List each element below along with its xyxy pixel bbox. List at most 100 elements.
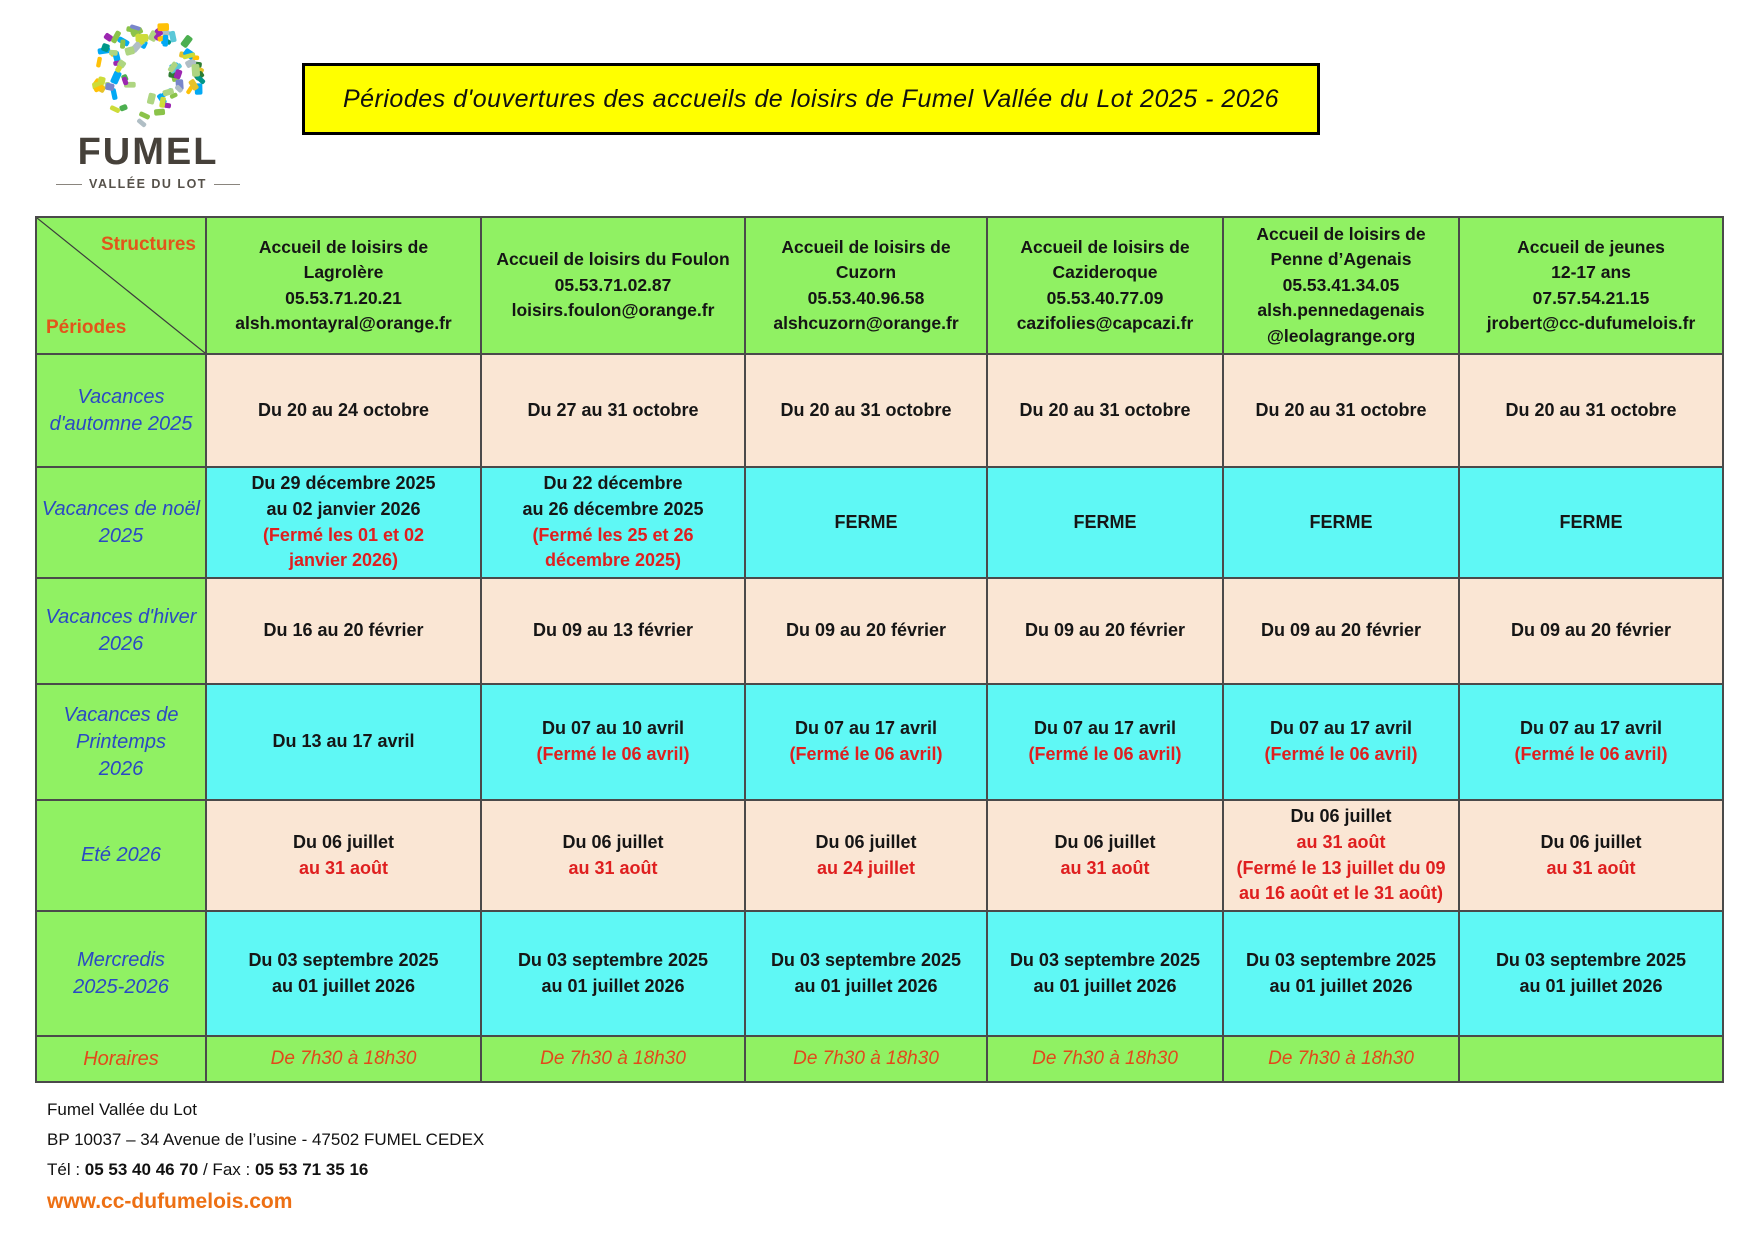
schedule-cell-line: Du 06 juillet [292, 831, 395, 852]
period-row: Vacances d'hiver 2026 Du 16 au 20 février… [35, 577, 1724, 685]
schedule-cell-line: Du 20 au 31 octobre [780, 399, 952, 420]
schedule-cell-line: au 01 juillet 2026 [794, 975, 938, 996]
schedule-cell-r5-c6: Du 06 juillet au 31 août [1458, 799, 1724, 912]
footer-tel-label: Tél : [47, 1160, 81, 1179]
schedule-cell-r6-c6: Du 03 septembre 2025 au 01 juillet 2026 [1458, 910, 1724, 1037]
structure-header-line: Accueil de loisirs de [1256, 224, 1426, 245]
schedule-cell-line: (Fermé le 06 avril) [1028, 744, 1182, 764]
schedule-cell-r5-c4: Du 06 juillet au 31 août [986, 799, 1224, 912]
schedule-cell-line: au 31 août [1546, 857, 1636, 878]
structure-header-line: Accueil de loisirs du Foulon [496, 249, 730, 270]
schedule-cell-line: au 01 juillet 2026 [541, 975, 685, 996]
schedule-cell-line: Du 07 au 17 avril [1269, 718, 1413, 739]
structure-header-line: 05.53.71.02.87 [554, 274, 672, 295]
schedule-cell-line: janvier 2026) [288, 550, 399, 571]
schedule-cell-line: Du 06 juillet [562, 831, 664, 852]
schedule-cell-line: au 01 juillet 2026 [1033, 975, 1177, 996]
schedule-table-body: Vacances d'automne 2025 Du 20 au 24 octob… [35, 353, 1724, 1083]
structure-header-line: alsh.montayral@orange.fr [235, 312, 452, 333]
schedule-cell-line: (Fermé les 25 et 26 [532, 524, 694, 545]
schedule-cell-line: FERME [1559, 511, 1623, 532]
schedule-cell-r2-c2: Du 22 décembre au 26 décembre 2025 (Fermé … [480, 466, 746, 579]
footer-fax-label: / Fax : [202, 1160, 251, 1179]
schedule-cell-r2-c6: FERME [1458, 466, 1724, 579]
structure-header-5: Accueil de loisirs de Penne d’Agenais 05.5… [1222, 216, 1460, 355]
schedule-table: Structures Périodes Accueil de loisirs d… [35, 216, 1724, 1083]
schedule-cell-r4-c5: Du 07 au 17 avril (Fermé le 06 avril) [1222, 683, 1460, 801]
footer-website-link[interactable]: www.cc-dufumelois.com [47, 1190, 293, 1213]
schedule-cell-r1-c1: Du 20 au 24 octobre [205, 353, 482, 468]
schedule-cell-line: Du 03 septembre 2025 [1009, 949, 1201, 970]
schedule-cell-line: Du 20 au 31 octobre [1019, 399, 1191, 420]
schedule-cell-line: Du 09 au 20 février [1510, 620, 1672, 641]
schedule-cell-line: De 7h30 à 18h30 [1032, 1047, 1178, 1069]
schedule-cell-line: Du 20 au 31 octobre [1505, 399, 1677, 420]
schedule-cell-line: au 24 juillet [816, 857, 916, 878]
structure-header-line: 05.53.41.34.05 [1282, 274, 1400, 295]
period-row: Vacances de noël 2025 Du 29 décembre 2025… [35, 466, 1724, 579]
schedule-cell-r4-c4: Du 07 au 17 avril (Fermé le 06 avril) [986, 683, 1224, 801]
schedule-cell-r3-c2: Du 09 au 13 février [480, 577, 746, 685]
structure-header-line: Accueil de loisirs de [258, 236, 429, 257]
period-row-label: Horaires [35, 1035, 207, 1083]
schedule-cell-line: Du 20 au 24 octobre [257, 399, 430, 420]
structure-header-line: 12-17 ans [1551, 262, 1631, 283]
schedule-cell-line: Du 20 au 31 octobre [1255, 399, 1427, 420]
schedule-cell-r5-c5: Du 06 juillet au 31 août (Fermé le 13 juil… [1222, 799, 1460, 912]
schedule-cell-line: au 16 août et le 31 août) [1238, 883, 1444, 904]
schedule-cell-line: Du 07 au 17 avril [1033, 718, 1177, 739]
schedule-cell-r2-c3: FERME [744, 466, 988, 579]
period-row-label: Eté 2026 [35, 799, 207, 912]
schedule-cell-line: (Fermé le 06 avril) [536, 744, 690, 764]
schedule-cell-line: au 31 août [568, 857, 658, 878]
schedule-cell-line: au 01 juillet 2026 [1519, 975, 1663, 996]
title-banner: Périodes d'ouvertures des accueils de lo… [302, 63, 1320, 135]
schedule-cell-line: au 31 août [1296, 831, 1386, 852]
schedule-cell-r5-c1: Du 06 juillet au 31 août [205, 799, 482, 912]
corner-structures-label: Structures [100, 234, 196, 255]
schedule-cell-line: Du 09 au 13 février [532, 620, 694, 641]
logo-title: FUMEL [77, 131, 219, 173]
schedule-cell-r7-c2: De 7h30 à 18h30 [480, 1035, 746, 1083]
schedule-cell-r6-c5: Du 03 septembre 2025 au 01 juillet 2026 [1222, 910, 1460, 1037]
schedule-cell-line: Du 06 juillet [1540, 831, 1642, 852]
corner-periodes-label: Périodes [46, 317, 127, 338]
schedule-cell-r1-c6: Du 20 au 31 octobre [1458, 353, 1724, 468]
structure-header-line: cazifolies@capcazi.fr [1016, 312, 1194, 333]
schedule-cell-r7-c5: De 7h30 à 18h30 [1222, 1035, 1460, 1083]
schedule-cell-line: Du 07 au 17 avril [794, 718, 938, 739]
period-row: Horaires De 7h30 à 18h30 De 7h30 à 18h30 De… [35, 1035, 1724, 1083]
schedule-cell-line: (Fermé le 06 avril) [1514, 744, 1668, 764]
period-row-label: Vacances d'automne 2025 [35, 353, 207, 468]
period-row-label: Mercredis 2025-2026 [35, 910, 207, 1037]
period-row-label: Vacances de Printemps 2026 [35, 683, 207, 801]
page-title: Périodes d'ouvertures des accueils de lo… [342, 84, 1280, 113]
schedule-cell-r4-c1: Du 13 au 17 avril [205, 683, 482, 801]
schedule-cell-line: Du 06 juillet [815, 831, 917, 852]
structure-header-line: Accueil de jeunes [1517, 236, 1665, 257]
structure-header-6: Accueil de jeunes 12-17 ans 07.57.54.21.15… [1458, 216, 1724, 355]
structure-header-1: Accueil de loisirs de Lagrolère 05.53.71.2… [205, 216, 482, 355]
structure-header-line: Lagrolère [303, 262, 384, 283]
footer-org: Fumel Vallée du Lot [47, 1100, 197, 1119]
schedule-cell-r1-c4: Du 20 au 31 octobre [986, 353, 1224, 468]
schedule-cell-line: Du 09 au 20 février [785, 620, 947, 641]
schedule-cell-r6-c4: Du 03 septembre 2025 au 01 juillet 2026 [986, 910, 1224, 1037]
period-row-label: Vacances d'hiver 2026 [35, 577, 207, 685]
structure-header-line: 07.57.54.21.15 [1532, 287, 1650, 308]
corner-cell: Structures Périodes [35, 216, 207, 355]
schedule-cell-r5-c3: Du 06 juillet au 24 juillet [744, 799, 988, 912]
structure-header-line: jrobert@cc-dufumelois.fr [1486, 312, 1696, 333]
footer-tel-number: 05 53 40 46 70 [84, 1160, 199, 1179]
schedule-cell-line: FERME [834, 511, 898, 532]
schedule-cell-line: Du 22 décembre [543, 473, 683, 494]
schedule-cell-r6-c3: Du 03 septembre 2025 au 01 juillet 2026 [744, 910, 988, 1037]
schedule-cell-line: Du 16 au 20 février [263, 620, 424, 641]
logo-subtitle-row: VALLÉE DU LOT [48, 177, 248, 191]
schedule-cell-line: De 7h30 à 18h30 [1268, 1047, 1414, 1069]
schedule-cell-line: (Fermé le 13 juillet du 09 [1236, 857, 1446, 878]
schedule-cell-line: Du 06 juillet [1054, 831, 1156, 852]
schedule-cell-r1-c2: Du 27 au 31 octobre [480, 353, 746, 468]
schedule-cell-line: au 26 décembre 2025 [522, 498, 704, 519]
schedule-cell-line: Du 03 septembre 2025 [248, 949, 439, 970]
